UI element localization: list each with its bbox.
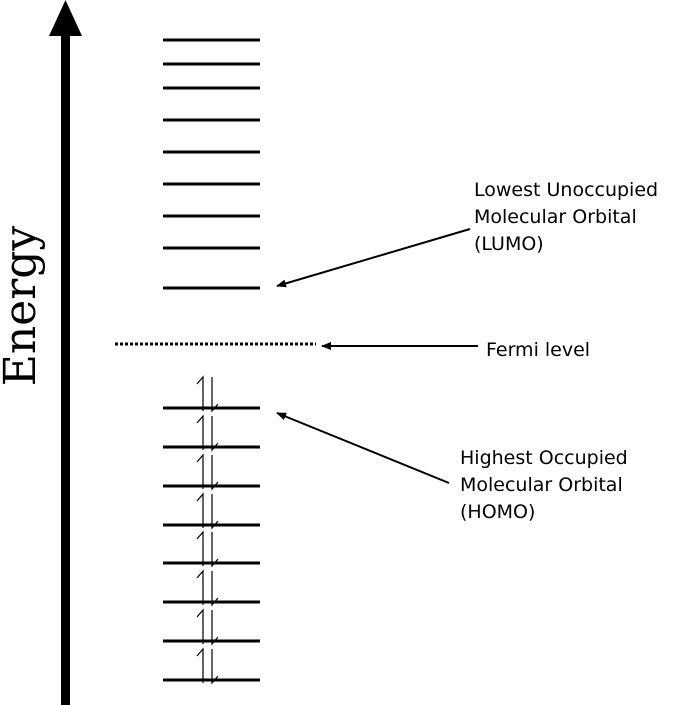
homo-arrow [276, 412, 450, 484]
spin-up-electron [196, 569, 204, 605]
spin-down-electron [211, 494, 219, 530]
lumo-label-line-3: (LUMO) [474, 233, 544, 255]
fermi-level-label: Fermi level [486, 339, 590, 361]
homo-label: Highest Occupied Molecular Orbital (HOMO… [460, 447, 628, 523]
spin-down-electron [211, 532, 219, 568]
energy-axis-label: Energy [0, 226, 46, 387]
occupied-levels [163, 375, 260, 685]
spin-down-electron [211, 571, 219, 607]
spin-up-electron [196, 647, 204, 683]
unoccupied-levels [163, 38, 260, 290]
occupied-level [163, 608, 260, 646]
energy-axis-shaft [61, 28, 70, 705]
occupied-level [163, 647, 260, 685]
spin-up-electron [196, 492, 204, 528]
lumo-label: Lowest Unoccupied Molecular Orbital (LUM… [474, 179, 658, 255]
spin-down-electron [211, 610, 219, 646]
lumo-label-line-2: Molecular Orbital [474, 206, 637, 228]
occupied-level [163, 530, 260, 568]
homo-label-line-3: (HOMO) [460, 501, 535, 523]
spin-down-electron [211, 455, 219, 491]
spin-up-electron [196, 414, 204, 450]
homo-level [163, 375, 260, 413]
occupied-level [163, 492, 260, 530]
spin-up-electron [196, 453, 204, 489]
homo-label-line-2: Molecular Orbital [460, 474, 623, 496]
homo-label-line-1: Highest Occupied [460, 447, 628, 469]
occupied-level [163, 569, 260, 607]
spin-up-electron [196, 530, 204, 566]
occupied-level [163, 414, 260, 452]
occupied-level [163, 453, 260, 491]
lumo-label-line-1: Lowest Unoccupied [474, 179, 658, 201]
spin-down-electron [211, 649, 219, 685]
lumo-arrow [276, 228, 471, 288]
spin-down-electron [211, 416, 219, 452]
energy-axis: Energy [0, 0, 82, 705]
energy-axis-arrowhead [49, 0, 82, 36]
spin-down-electron [211, 377, 219, 413]
spin-up-electron [196, 608, 204, 644]
spin-up-electron [196, 375, 204, 411]
